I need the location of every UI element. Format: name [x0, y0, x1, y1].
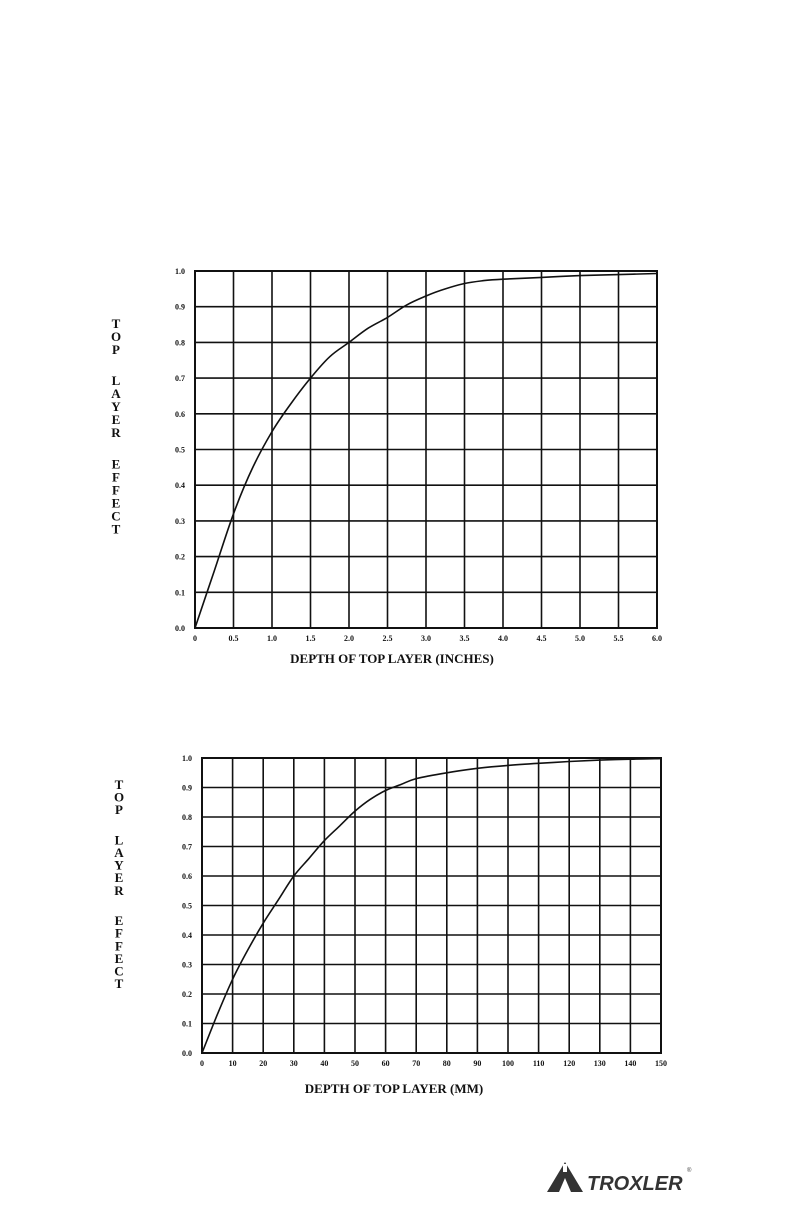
series-line	[194, 272, 658, 629]
y-tick-label: 0.2	[175, 553, 185, 562]
x-tick-label: 4.5	[537, 634, 547, 643]
x-tick-label: 6.0	[652, 634, 662, 643]
x-tick-label: 1.0	[267, 634, 277, 643]
x-tick-label: 100	[502, 1059, 514, 1068]
troxler-logo-text: TROXLER	[587, 1173, 683, 1195]
x-axis-label: DEPTH OF TOP LAYER (MM)	[305, 1081, 483, 1096]
x-tick-label: 20	[259, 1059, 267, 1068]
y-tick-label: 0.8	[175, 338, 185, 347]
troxler-logo-mark-icon	[547, 1162, 583, 1192]
x-axis-label: DEPTH OF TOP LAYER (INCHES)	[290, 651, 494, 666]
x-tick-label: 2.0	[344, 634, 354, 643]
x-tick-label: 50	[351, 1059, 359, 1068]
x-tick-label: 5.0	[575, 634, 585, 643]
y-tick-label: 1.0	[182, 754, 192, 763]
x-tick-label: 70	[412, 1059, 420, 1068]
x-tick-label: 4.0	[498, 634, 508, 643]
x-tick-label: 150	[655, 1059, 667, 1068]
x-tick-label: 120	[563, 1059, 575, 1068]
y-tick-label: 0.7	[175, 374, 185, 383]
y-tick-label: 1.0	[175, 267, 185, 276]
troxler-logo-registered: ®	[687, 1167, 692, 1174]
x-tick-label: 110	[533, 1059, 545, 1068]
y-tick-label: 0.9	[175, 303, 185, 312]
x-tick-label: 3.0	[421, 634, 431, 643]
y-tick-label: 0.2	[182, 990, 192, 999]
x-tick-label: 60	[382, 1059, 390, 1068]
plot-frame	[194, 270, 658, 629]
chart-inches: 0 0.5 1.0 1.5 2.0 2.5 3.0 3.5 4.0 4.5 5.0 5.5 6.0 0.0…	[111, 267, 662, 666]
x-tick-label: 90	[473, 1059, 481, 1068]
y-tick-label: 0.5	[182, 902, 192, 911]
x-tick-label: 80	[443, 1059, 451, 1068]
x-tick-label: 2.5	[383, 634, 393, 643]
x-tick-label: 3.5	[460, 634, 470, 643]
x-tick-label: 10	[229, 1059, 237, 1068]
plot-frame	[201, 757, 662, 1054]
x-tick-label: 130	[594, 1059, 606, 1068]
x-tick-label: 30	[290, 1059, 298, 1068]
y-tick-label: 0.0	[175, 624, 185, 633]
y-tick-label: 0.1	[182, 1020, 192, 1029]
y-tick-label: 0.6	[182, 872, 192, 881]
y-tick-label: 0.5	[175, 446, 185, 455]
y-tick-label: 0.8	[182, 813, 192, 822]
x-tick-label: 40	[320, 1059, 328, 1068]
series-line	[201, 757, 662, 1054]
x-tick-label: 5.5	[614, 634, 624, 643]
x-tick-label: 0	[193, 634, 197, 643]
x-tick-label: 0.5	[229, 634, 239, 643]
y-tick-label: 0.9	[182, 784, 192, 793]
y-tick-label: 0.4	[175, 481, 185, 490]
chart-millimeters: 0 10 20 30 40 50 60 70 80 90 100 110 120 130 140 150 0.0…	[114, 754, 667, 1096]
y-tick-label: 0.1	[175, 588, 185, 597]
y-tick-label: 0.3	[182, 961, 192, 970]
x-tick-label: 1.5	[306, 634, 316, 643]
y-tick-label: 0.6	[175, 410, 185, 419]
x-tick-label: 0	[200, 1059, 204, 1068]
y-tick-label: 0.3	[175, 517, 185, 526]
x-tick-label: 140	[624, 1059, 636, 1068]
y-tick-label: 0.0	[182, 1049, 192, 1058]
y-tick-label: 0.7	[182, 843, 192, 852]
troxler-logo: TROXLER ®	[547, 1162, 692, 1195]
y-tick-label: 0.4	[182, 931, 192, 940]
